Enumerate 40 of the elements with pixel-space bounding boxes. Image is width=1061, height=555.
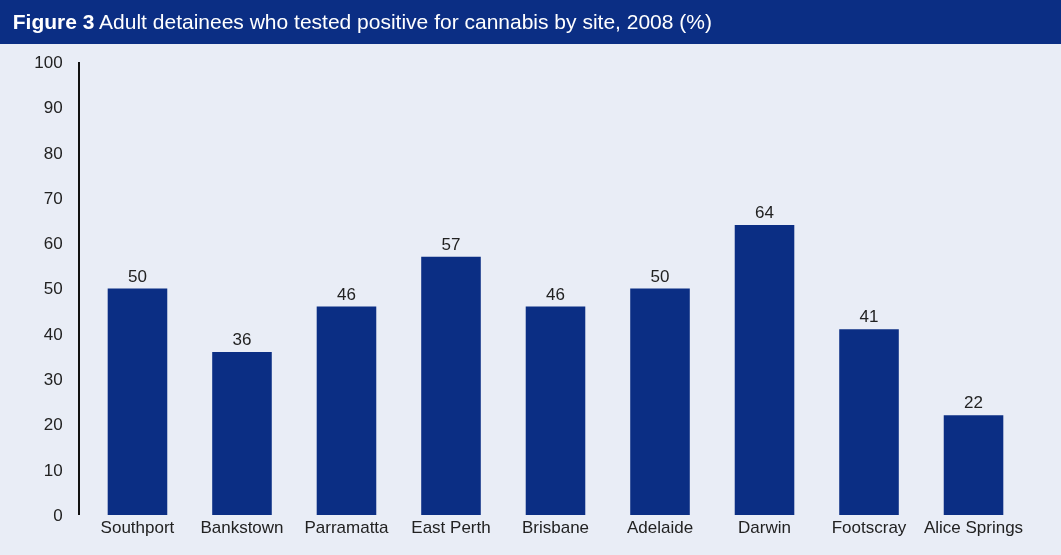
- bar: [107, 288, 168, 515]
- y-tick-label: 80: [43, 143, 63, 163]
- x-tick-label: Footscray: [831, 518, 907, 537]
- y-tick-label: 40: [43, 324, 63, 344]
- data-label: 46: [337, 284, 356, 304]
- bar: [421, 256, 481, 515]
- data-label: 50: [650, 266, 670, 286]
- x-tick-label: Parramatta: [304, 518, 390, 537]
- data-label: 57: [441, 234, 461, 254]
- x-tick-label: Brisbane: [521, 518, 590, 537]
- y-tick-label: 30: [43, 370, 63, 390]
- x-tick-label: Alice Springs: [923, 518, 1024, 537]
- x-tick-label: Adelaide: [626, 518, 694, 537]
- y-tick-label: 100: [34, 52, 63, 72]
- chart-subtitle: Adult detainees who tested positive for cannabis by site, 2008 (%): [99, 10, 712, 34]
- x-tick-label: East Perth: [411, 518, 491, 537]
- bar: [630, 288, 690, 515]
- bar: [316, 306, 377, 515]
- data-label: 41: [859, 307, 879, 327]
- y-tick-label: 50: [43, 279, 63, 299]
- y-tick-label: 70: [43, 188, 63, 208]
- data-label: 46: [546, 284, 565, 304]
- y-tick-label: 60: [43, 234, 63, 254]
- data-label: 22: [964, 393, 983, 413]
- bar: [943, 415, 1004, 515]
- x-tick-label: Bankstown: [200, 518, 284, 537]
- data-label: 50: [128, 266, 147, 286]
- y-tick-label: 20: [43, 415, 63, 435]
- bar: [525, 306, 586, 515]
- data-label: 64: [755, 203, 774, 223]
- bar: [212, 351, 272, 515]
- data-label: 36: [232, 329, 252, 349]
- x-tick-label: Darwin: [738, 518, 791, 537]
- x-tick-label: Southport: [100, 518, 175, 537]
- y-tick-label: 90: [43, 98, 63, 118]
- bar: [734, 225, 795, 515]
- y-tick-label: 10: [43, 460, 63, 480]
- chart-title: Figure 3: [12, 10, 95, 34]
- y-tick-label: 0: [53, 505, 63, 525]
- bar: [839, 329, 899, 515]
